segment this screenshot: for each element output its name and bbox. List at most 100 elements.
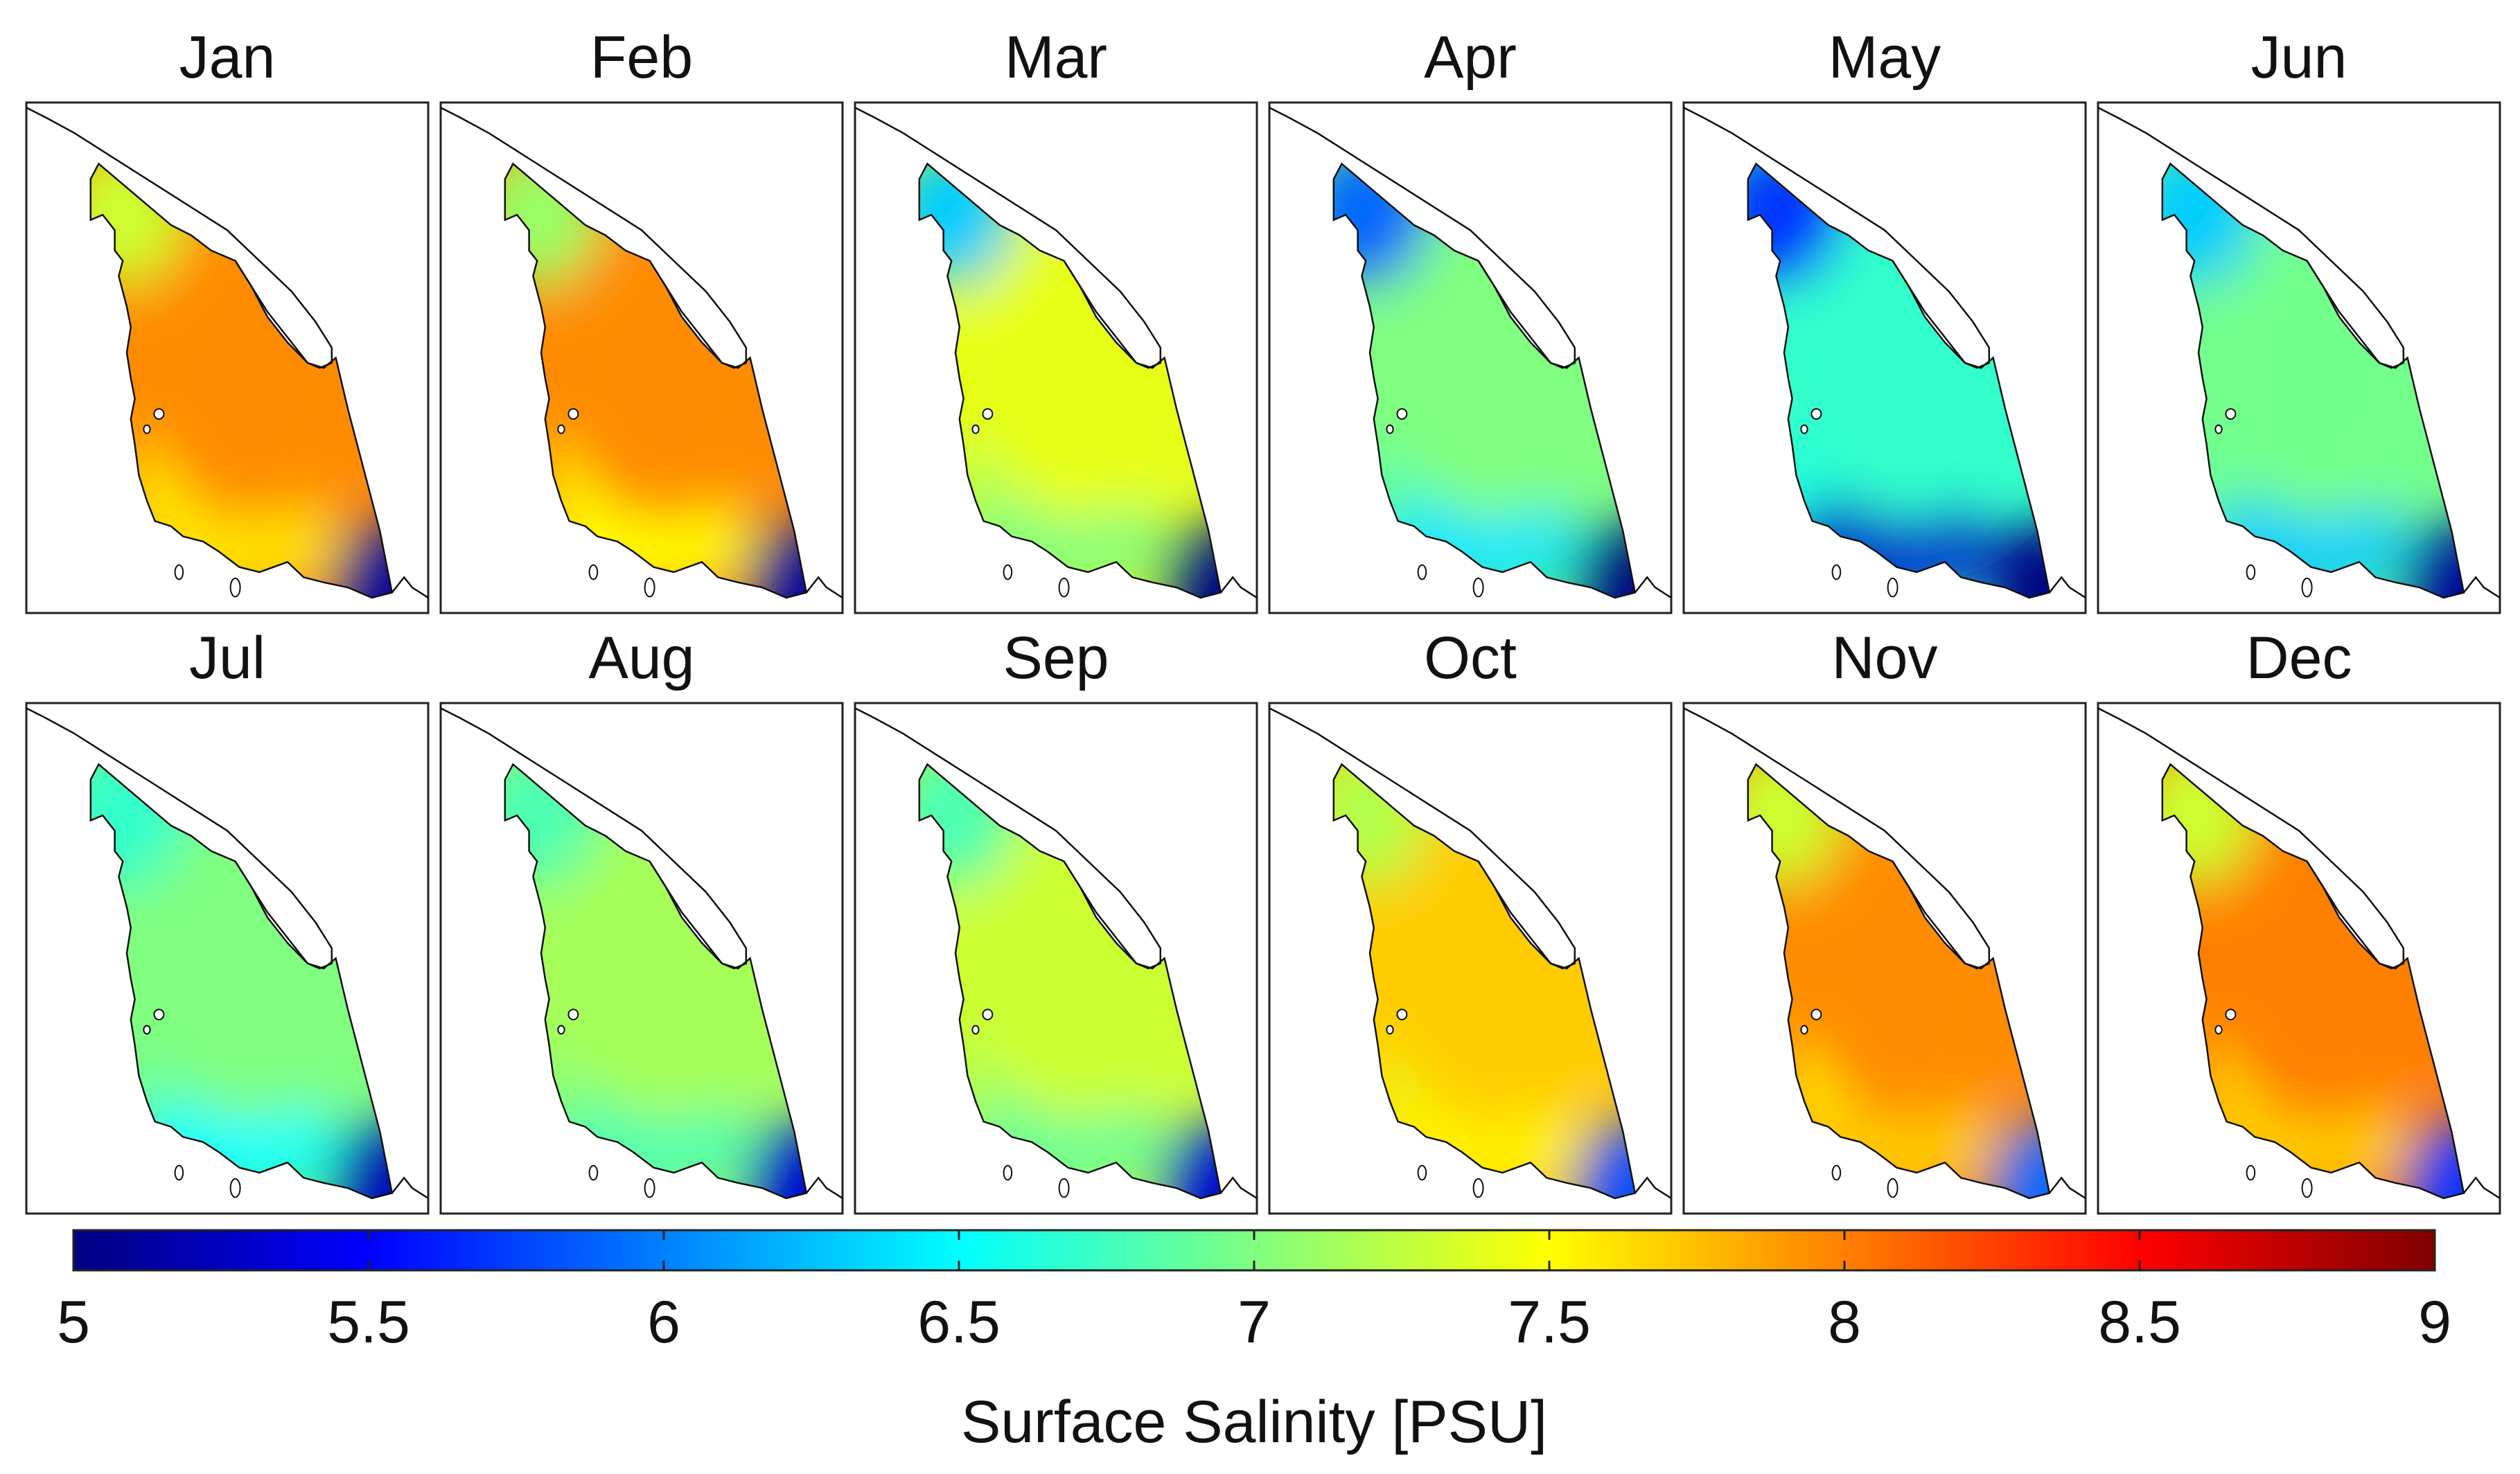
island	[1417, 564, 1427, 580]
map-panel-jul: Jul	[25, 625, 430, 1215]
island	[2301, 1178, 2313, 1198]
south-coastline	[2048, 1176, 2086, 1199]
island	[1472, 577, 1484, 598]
south-coastline	[805, 576, 843, 598]
colorbar-tick-label: 6.5	[917, 1289, 1001, 1356]
basin-coastline	[1747, 162, 2051, 599]
south-coastline	[1634, 576, 1672, 598]
island	[2246, 564, 2256, 580]
island	[143, 1024, 151, 1035]
map-panel-dec: Dec	[2097, 625, 2501, 1215]
map-panel-sep: Sep	[854, 625, 1258, 1215]
island	[1058, 577, 1070, 598]
colorbar-tick-label: 8	[1828, 1289, 1861, 1356]
basin-coastline	[1332, 162, 1637, 599]
island	[557, 1024, 565, 1035]
island	[557, 424, 565, 434]
island	[982, 1009, 994, 1020]
island	[2214, 424, 2223, 434]
island	[1386, 424, 1394, 434]
basin-coastline	[89, 162, 394, 599]
panel-title: Oct	[1424, 625, 1517, 691]
island	[644, 577, 655, 598]
island	[588, 564, 599, 580]
south-coastline	[1634, 1176, 1672, 1199]
spit-coastline	[1683, 107, 1991, 369]
spit-coastline	[440, 107, 748, 369]
panel-title: Jun	[2251, 24, 2347, 91]
basin-coastline	[504, 162, 808, 599]
island	[1003, 1164, 1013, 1181]
map-panel-may: May	[1682, 24, 2087, 614]
map-panel-oct: Oct	[1268, 625, 1673, 1215]
island	[1800, 424, 1808, 434]
island	[1831, 1164, 1842, 1181]
map-panel-mar: Mar	[854, 24, 1258, 614]
island	[971, 1024, 980, 1035]
south-coastline	[391, 576, 429, 598]
spit-coastline	[2097, 707, 2405, 970]
colorbar-tick-label: 6	[647, 1289, 680, 1356]
island	[1887, 577, 1898, 598]
island	[143, 424, 151, 434]
colorbar-label: Surface Salinity [PSU]	[961, 1389, 1547, 1455]
south-coastline	[1219, 576, 1258, 598]
island	[2301, 577, 2313, 598]
island	[1831, 564, 1842, 580]
colorbar-tick-label: 7	[1237, 1289, 1271, 1356]
colorbar-tick-label: 5	[57, 1289, 90, 1356]
island	[971, 424, 980, 434]
island	[153, 408, 165, 420]
island	[2214, 1024, 2223, 1035]
island	[982, 408, 994, 420]
map-panel-nov: Nov	[1682, 625, 2087, 1215]
spit-coastline	[1269, 707, 1576, 970]
island	[229, 577, 241, 598]
island	[1472, 1178, 1484, 1198]
basin-coastline	[1747, 763, 2051, 1200]
panel-title: Mar	[1005, 24, 1107, 91]
island	[567, 1009, 579, 1020]
island	[2246, 1164, 2256, 1181]
south-coastline	[2048, 576, 2086, 598]
island	[174, 564, 184, 580]
panel-title: Jul	[189, 625, 265, 691]
panel-title: Apr	[1424, 24, 1517, 91]
spit-coastline	[26, 107, 333, 369]
island	[153, 1009, 165, 1020]
basin-coastline	[2161, 763, 2465, 1200]
south-coastline	[805, 1176, 843, 1199]
basin-coastline	[918, 763, 1222, 1200]
south-coastline	[391, 1176, 429, 1199]
island	[1810, 408, 1822, 420]
spit-coastline	[2097, 107, 2405, 369]
island	[1396, 1009, 1408, 1020]
map-panel-jan: Jan	[25, 24, 430, 614]
island	[1058, 1178, 1070, 1198]
island	[567, 408, 579, 420]
island	[1003, 564, 1013, 580]
panel-title: Feb	[590, 24, 693, 91]
south-coastline	[1219, 1176, 1258, 1199]
spit-coastline	[1683, 707, 1991, 970]
panel-title: May	[1829, 24, 1941, 91]
panel-title: Sep	[1003, 625, 1109, 691]
colorbar-tick-label: 5.5	[327, 1289, 410, 1356]
spit-coastline	[854, 107, 1162, 369]
island	[1810, 1009, 1822, 1020]
south-coastline	[2462, 576, 2501, 598]
colorbar-ticks: 5 5.5 6 6.5 7 7.5 8 8.5 9	[57, 1230, 2451, 1356]
island	[588, 1164, 599, 1181]
basin-coastline	[89, 763, 394, 1200]
island	[644, 1178, 655, 1198]
panel-title: Dec	[2246, 625, 2352, 691]
island	[1800, 1024, 1808, 1035]
map-panels: Jan Feb Mar Apr May Jun Jul Aug Sep Oct Nov Dec	[25, 24, 2501, 1215]
island	[1887, 1178, 1898, 1198]
south-coastline	[2462, 1176, 2501, 1199]
basin-coastline	[2161, 162, 2465, 599]
island	[229, 1178, 241, 1198]
spit-coastline	[440, 707, 748, 970]
island	[1417, 1164, 1427, 1181]
